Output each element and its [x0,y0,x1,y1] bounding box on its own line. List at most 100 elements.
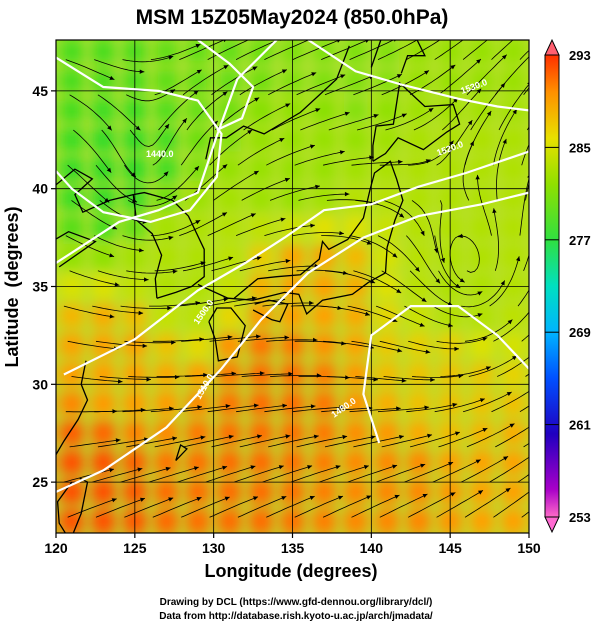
streamline-arrow [440,257,445,263]
streamline [94,409,146,413]
streamline [126,437,178,448]
streamline-arrow [200,261,206,266]
field-cell [312,127,337,152]
streamline [269,185,321,201]
field-cell [248,40,273,64]
field-cell [154,362,179,387]
field-cell [469,333,494,358]
colorbar-bottom-triangle [544,516,560,534]
field-cell [406,509,431,533]
streamline-arrow [309,300,314,306]
streamline-arrow [365,40,369,43]
streamline [300,112,350,131]
field-cell [59,509,84,533]
y-tick-label: 30 [32,376,48,392]
streamline-arrow [492,208,497,214]
field-cell [501,40,526,64]
streamline-arrow [315,108,321,113]
streamline [152,338,205,342]
streamline [464,487,511,518]
field-cell [28,421,52,445]
streamline-arrow [459,278,465,283]
field-cell [469,391,494,416]
streamline-arrow [430,377,435,382]
streamline [211,435,262,448]
streamline [213,170,259,201]
streamline [381,270,427,303]
streamline [209,129,253,166]
field-cell [217,40,242,64]
streamline-arrow [253,171,259,176]
field-cell [91,127,116,152]
streamline [432,459,481,483]
streamline [436,490,484,518]
streamline-arrow [338,495,343,500]
streamline [154,436,206,448]
field-cell [343,362,368,387]
streamline-arrow [556,22,561,27]
streamline [413,97,459,131]
streamline-arrow [256,256,262,261]
streamline-arrow [257,434,262,439]
streamline-arrow [146,377,151,382]
streamline-arrow [231,371,237,376]
streamline-arrow [455,431,460,436]
streamline-arrow [168,235,174,241]
streamline [406,235,441,284]
field-cell [469,157,494,182]
streamline [517,474,529,483]
streamline-arrow [503,456,509,461]
streamline-arrow [396,74,402,79]
streamline [324,75,374,96]
field-cell [343,450,368,475]
field-cell [375,479,400,504]
streamline-arrow [452,402,458,408]
streamline-arrow [419,322,425,327]
streamline-arrow [251,296,257,301]
streamline [150,406,203,413]
streamline-arrow [310,404,316,409]
streamline [152,118,188,166]
streamline [379,340,431,353]
streamline-arrow [288,371,293,377]
field-cell [59,127,84,152]
streamline-arrow [401,113,407,118]
field-cell [375,509,400,533]
height-contours [56,40,529,493]
field-cell [217,391,242,416]
streamline-arrow [401,378,407,383]
streamline-arrow [194,166,199,171]
streamline-arrow [365,311,370,316]
streamline-arrow [342,434,348,440]
streamline [294,340,346,345]
streamline-arrow [172,269,178,274]
streamline [442,88,482,131]
streamline-arrow [420,35,425,39]
streamline-arrow [196,69,202,74]
streamline-arrow [285,258,291,264]
streamline [262,465,313,483]
streamline [408,340,460,350]
field-cell [375,362,400,387]
field-cell [28,40,52,64]
streamline-arrow [397,348,403,353]
field-cell [470,10,494,34]
streamline [491,390,529,413]
streamline [321,407,373,413]
field-cell [91,40,116,64]
coastline [197,160,404,315]
streamline-arrow [536,419,541,423]
streamline-arrow [252,66,258,71]
streamline-arrow [313,434,319,439]
streamline [438,58,482,96]
contour-label: 1440.0 [146,149,174,159]
streamline-arrow [253,403,259,408]
streamline [92,305,144,314]
streamline-arrow [507,319,513,325]
streamline-arrow [222,465,228,470]
streamline-arrow [420,463,426,468]
streamline [377,235,420,272]
colorbar-tick-label: 253 [569,510,591,525]
coastline [400,40,426,74]
streamline [493,109,518,166]
